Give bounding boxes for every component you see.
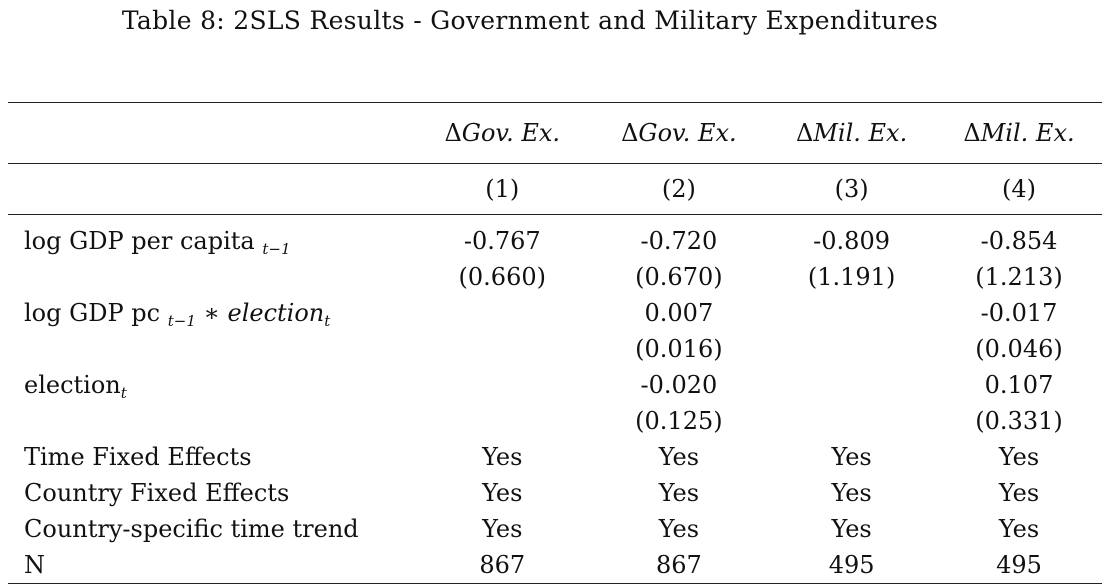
table-cell: 867: [590, 547, 768, 584]
table-cell: (0.016): [635, 335, 723, 363]
header-empty-cell: [8, 103, 414, 164]
table-row-n: N 867 867 495 495: [8, 547, 1102, 584]
table-cell: Yes: [998, 515, 1040, 543]
table-row-gdp-coef: log GDP per capita t−1 -0.767 -0.720 -0.…: [8, 214, 1102, 259]
column-number-2: (2): [590, 163, 768, 215]
row-label-interaction: log GDP pc t−1 ∗ electiont: [8, 295, 414, 331]
row-label-country-fe: Country Fixed Effects: [24, 479, 290, 507]
table-caption: Table 8: 2SLS Results - Government and M…: [121, 6, 939, 35]
table-cell: 495: [936, 547, 1102, 584]
table-cell: [414, 295, 591, 331]
table-top-rule: [8, 102, 1102, 103]
table-cell: [414, 367, 591, 403]
table-row-interaction-coef: log GDP pc t−1 ∗ electiont 0.007 -0.017: [8, 295, 1102, 331]
row-label-time-fe: Time Fixed Effects: [24, 443, 252, 471]
table-cell: (0.331): [975, 407, 1063, 435]
table-row-election-se: (0.125) (0.331): [8, 403, 1102, 439]
header-empty-cell: [8, 163, 414, 215]
results-table: ΔGov. Ex. ΔGov. Ex. ΔMil. Ex. ΔMil. Ex. …: [8, 102, 1102, 584]
table-cell: [767, 367, 936, 403]
table-cell: [414, 331, 591, 367]
row-label-interaction-subscript: t−1: [167, 312, 196, 330]
table-cell: -0.017: [980, 299, 1058, 327]
row-label-empty: [8, 403, 414, 439]
table-cell: Yes: [658, 515, 700, 543]
column-header-3-name: Mil. Ex.: [813, 119, 908, 147]
table-cell: 0.107: [984, 371, 1054, 399]
column-header-1-name: Gov. Ex.: [461, 119, 561, 147]
column-number-1: (1): [413, 163, 591, 215]
header-row-column-numbers: (1) (2) (3) (4): [8, 163, 1102, 215]
row-label-gdp-text: log GDP per capita: [24, 227, 255, 255]
column-header-3: ΔMil. Ex.: [767, 103, 936, 164]
table-cell: (0.660): [458, 263, 546, 291]
row-label-election-subscript: t: [120, 384, 127, 402]
table-cell: Yes: [482, 515, 523, 543]
column-header-4-name: Mil. Ex.: [980, 119, 1075, 147]
row-label-interaction-term: election: [227, 299, 325, 327]
table-row-election-coef: electiont -0.020 0.107: [8, 367, 1102, 403]
table-cell: [767, 295, 936, 331]
header-row-dependent-vars: ΔGov. Ex. ΔGov. Ex. ΔMil. Ex. ΔMil. Ex.: [8, 103, 1102, 164]
table-row-gdp-se: (0.660) (0.670) (1.191) (1.213): [8, 259, 1102, 295]
table-cell: 0.007: [644, 299, 714, 327]
table-cell: -0.720: [590, 214, 768, 259]
column-number-4: (4): [936, 163, 1102, 215]
row-label-interaction-text: log GDP pc: [24, 299, 161, 327]
row-label-time-trend: Country-specific time trend: [24, 515, 359, 543]
table-cell: [767, 331, 936, 367]
delta-symbol: Δ: [444, 119, 462, 147]
table-cell: (0.670): [635, 263, 723, 291]
table-cell: (1.213): [975, 263, 1063, 291]
delta-symbol: Δ: [621, 119, 639, 147]
table-cell: Yes: [831, 515, 872, 543]
table-cell: Yes: [658, 443, 700, 471]
row-label-gdp: log GDP per capita t−1: [8, 214, 414, 259]
column-header-2-name: Gov. Ex.: [638, 119, 737, 147]
column-header-4: ΔMil. Ex.: [936, 103, 1102, 164]
delta-symbol: Δ: [795, 119, 814, 147]
row-label-interaction-term-subscript: t: [324, 312, 331, 330]
table-cell: (0.125): [635, 407, 723, 435]
table-row-time-fe: Time Fixed Effects Yes Yes Yes Yes: [8, 439, 1102, 475]
column-header-1: ΔGov. Ex.: [414, 103, 591, 164]
column-header-2: ΔGov. Ex.: [591, 103, 768, 164]
table-cell: -0.854: [936, 214, 1102, 259]
row-label-gdp-subscript: t−1: [262, 240, 291, 258]
table-row-interaction-se: (0.016) (0.046): [8, 331, 1102, 367]
row-label-empty: [8, 331, 414, 367]
table-cell: 867: [413, 547, 591, 584]
table-row-time-trend: Country-specific time trend Yes Yes Yes …: [8, 511, 1102, 547]
row-label-n: N: [8, 547, 414, 584]
table-cell: -0.020: [640, 371, 718, 399]
row-label-election-text: election: [24, 371, 121, 399]
table-cell: Yes: [998, 479, 1040, 507]
table-row-country-fe: Country Fixed Effects Yes Yes Yes Yes: [8, 475, 1102, 511]
delta-symbol: Δ: [963, 119, 981, 147]
multiply-operator: ∗: [195, 299, 228, 327]
row-label-empty: [8, 259, 414, 295]
table-cell: (1.191): [807, 263, 896, 291]
table-cell: 495: [767, 547, 936, 584]
table-cell: -0.767: [413, 214, 591, 259]
table-cell: [767, 403, 936, 439]
table-cell: Yes: [998, 443, 1040, 471]
table-cell: Yes: [831, 443, 872, 471]
results-table-container: ΔGov. Ex. ΔGov. Ex. ΔMil. Ex. ΔMil. Ex. …: [8, 102, 1102, 584]
table-cell: Yes: [482, 479, 523, 507]
column-number-3: (3): [767, 163, 936, 215]
table-cell: Yes: [831, 479, 872, 507]
table-cell: [414, 403, 591, 439]
table-cell: Yes: [658, 479, 700, 507]
row-label-election: electiont: [8, 367, 414, 403]
table-cell: -0.809: [767, 214, 936, 259]
table-cell: (0.046): [975, 335, 1063, 363]
table-cell: Yes: [482, 443, 523, 471]
